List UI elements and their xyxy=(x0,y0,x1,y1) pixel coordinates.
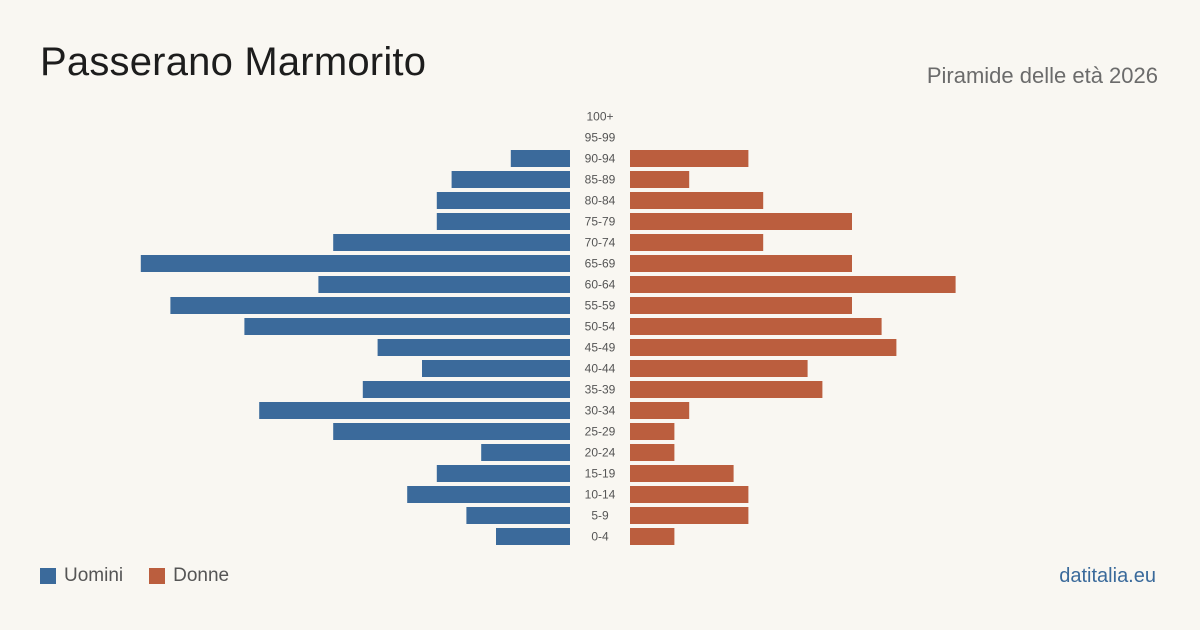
age-label: 45-49 xyxy=(585,341,616,355)
age-label: 85-89 xyxy=(585,173,616,187)
bar-women xyxy=(630,360,808,377)
age-label: 75-79 xyxy=(585,215,616,229)
age-label: 50-54 xyxy=(585,320,616,334)
chart-subtitle: Piramide delle età 2026 xyxy=(926,63,1158,88)
bar-men xyxy=(496,528,570,545)
legend-swatch-men xyxy=(40,568,56,584)
bar-women xyxy=(630,318,882,335)
bar-men xyxy=(436,192,570,209)
bar-women xyxy=(630,381,823,398)
age-label: 95-99 xyxy=(585,131,616,145)
bar-women xyxy=(630,276,956,293)
age-label: 20-24 xyxy=(585,446,616,460)
age-label: 15-19 xyxy=(585,467,616,481)
bar-men xyxy=(436,213,570,230)
legend-item-women: Donne xyxy=(149,565,229,587)
legend-swatch-women xyxy=(149,568,166,584)
age-label: 100+ xyxy=(586,110,613,124)
bar-women xyxy=(630,150,749,167)
bar-men xyxy=(377,339,570,356)
bar-men xyxy=(436,465,570,482)
legend-label-men: Uomini xyxy=(64,565,124,586)
age-label: 30-34 xyxy=(585,404,616,418)
bar-men xyxy=(466,507,570,524)
age-label: 90-94 xyxy=(585,152,616,166)
bar-women xyxy=(630,444,675,461)
age-label: 5-9 xyxy=(591,509,609,523)
bar-men xyxy=(333,234,570,251)
bar-women xyxy=(630,171,690,188)
age-label: 70-74 xyxy=(585,236,616,250)
bar-women xyxy=(630,234,764,251)
legend-item-men: Uomini xyxy=(40,565,123,587)
bar-men xyxy=(407,486,570,503)
bar-women xyxy=(630,507,749,524)
bar-women xyxy=(630,465,734,482)
bar-women xyxy=(630,423,675,440)
bar-men xyxy=(318,276,570,293)
legend-label-women: Donne xyxy=(173,565,230,586)
bar-men xyxy=(422,360,570,377)
brand-link[interactable]: datitalia.eu xyxy=(1059,565,1156,587)
bar-women xyxy=(630,402,690,419)
bar-men xyxy=(362,381,570,398)
age-label: 55-59 xyxy=(585,299,616,313)
bar-men xyxy=(259,402,570,419)
bar-men xyxy=(481,444,570,461)
bar-men xyxy=(451,171,570,188)
age-label: 60-64 xyxy=(585,278,616,292)
bar-women xyxy=(630,486,749,503)
age-label: 0-4 xyxy=(591,530,609,544)
age-label: 25-29 xyxy=(585,425,616,439)
bar-women xyxy=(630,255,852,272)
bar-men xyxy=(510,150,570,167)
age-label: 65-69 xyxy=(585,257,616,271)
age-label: 35-39 xyxy=(585,383,616,397)
bar-men xyxy=(140,255,571,272)
bar-women xyxy=(630,339,897,356)
bar-women xyxy=(630,297,852,314)
age-label: 80-84 xyxy=(585,194,616,208)
bar-men xyxy=(333,423,570,440)
bar-women xyxy=(630,192,764,209)
age-label: 40-44 xyxy=(585,362,616,376)
age-label: 10-14 xyxy=(585,488,616,502)
bar-women xyxy=(630,213,852,230)
bar-men xyxy=(244,318,570,335)
bar-women xyxy=(630,528,675,545)
legend: Uomini Donne xyxy=(40,565,255,587)
chart-title: Passerano Marmorito xyxy=(40,40,427,84)
bar-men xyxy=(170,297,570,314)
